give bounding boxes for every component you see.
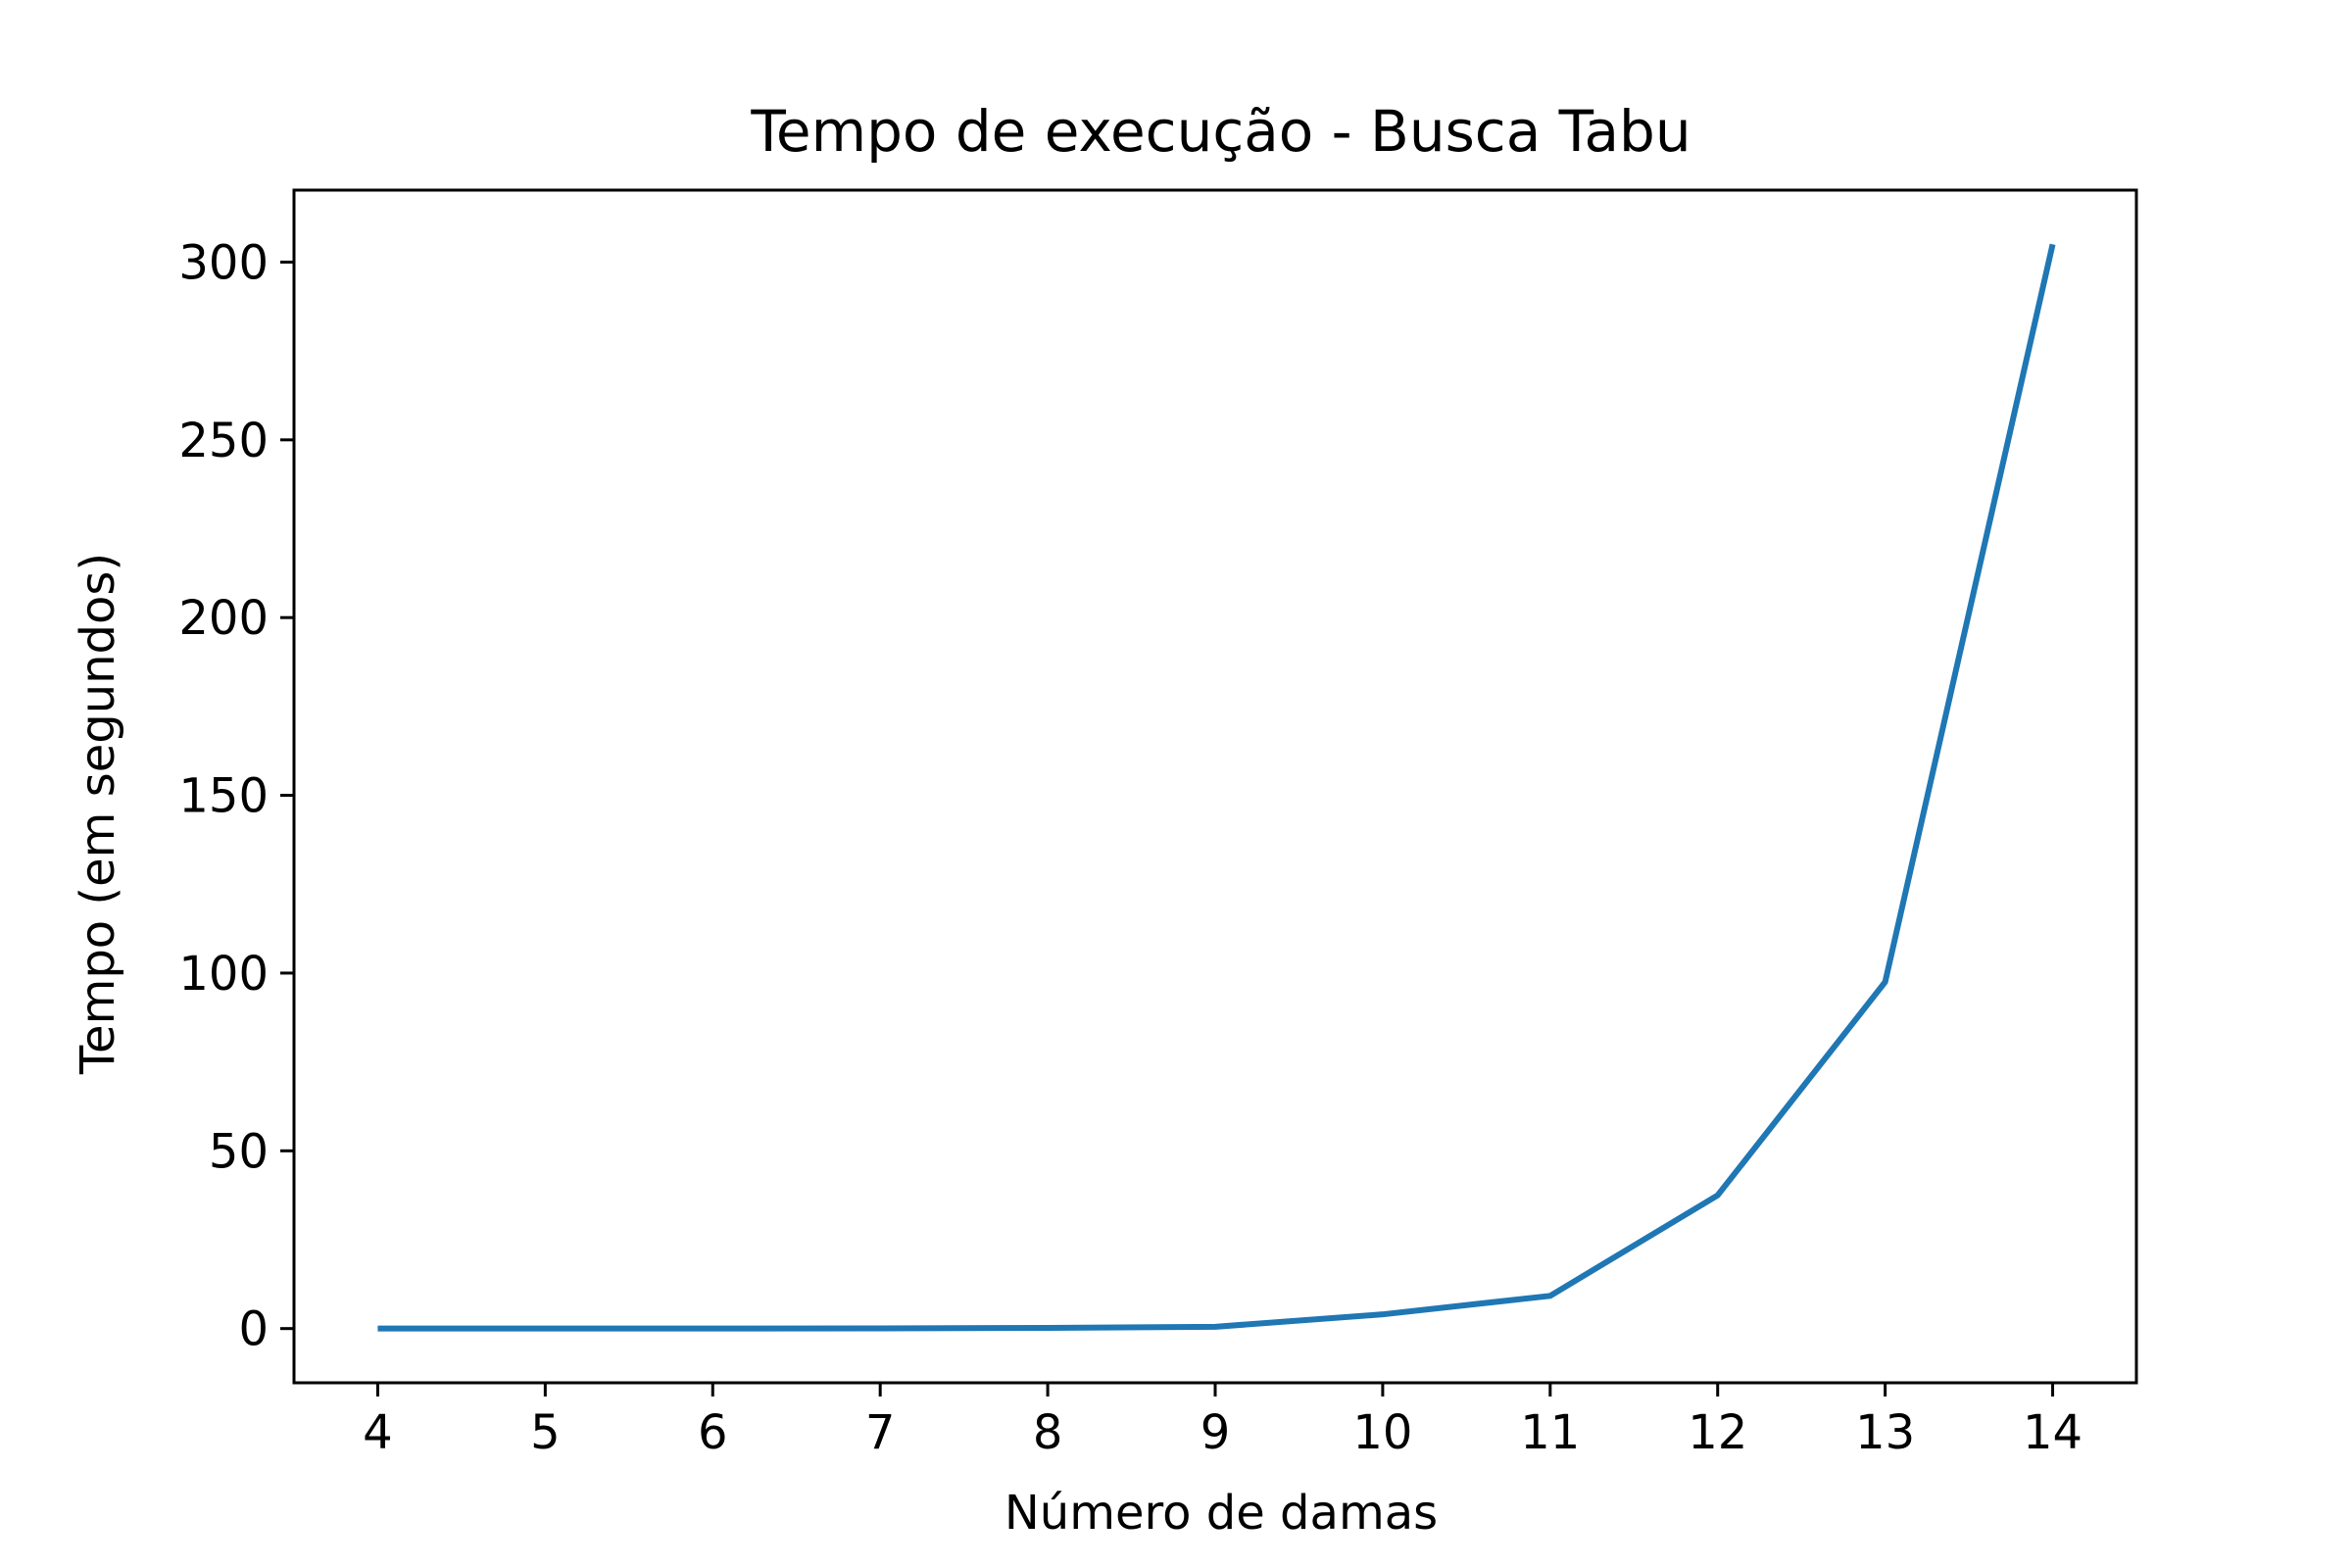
x-tick-label: 9 — [1200, 1405, 1231, 1460]
y-tick-label: 100 — [178, 947, 269, 1002]
y-tick-label: 250 — [178, 414, 269, 468]
x-tick-label: 12 — [1688, 1405, 1747, 1460]
y-tick-label: 0 — [238, 1302, 269, 1357]
y-tick-label: 300 — [178, 235, 269, 290]
x-tick-label: 5 — [530, 1405, 561, 1460]
axes-frame — [292, 188, 2138, 1385]
x-tick-label: 6 — [698, 1405, 728, 1460]
x-tick-label: 11 — [1520, 1405, 1580, 1460]
x-tick-label: 8 — [1033, 1405, 1063, 1460]
x-axis-title: Número de damas — [1004, 1486, 1438, 1541]
y-axis: 0 50 100 150 200 250 300 — [178, 235, 294, 1357]
x-axis: 4 5 6 7 8 9 10 11 12 13 14 — [363, 1383, 2082, 1460]
x-tick-label: 10 — [1352, 1405, 1412, 1460]
x-tick-label: 7 — [865, 1405, 896, 1460]
y-tick-label: 50 — [209, 1124, 269, 1179]
plot-area — [377, 243, 2056, 1332]
y-tick-label: 200 — [178, 591, 269, 646]
y-tick-label: 150 — [178, 769, 269, 824]
y-axis-title: Tempo (em segundos) — [71, 553, 125, 1075]
x-tick-label: 14 — [2023, 1405, 2082, 1460]
chart-title: Tempo de execução - Busca Tabu — [750, 98, 1690, 165]
x-tick-label: 13 — [1855, 1405, 1915, 1460]
x-tick-label: 4 — [363, 1405, 393, 1460]
